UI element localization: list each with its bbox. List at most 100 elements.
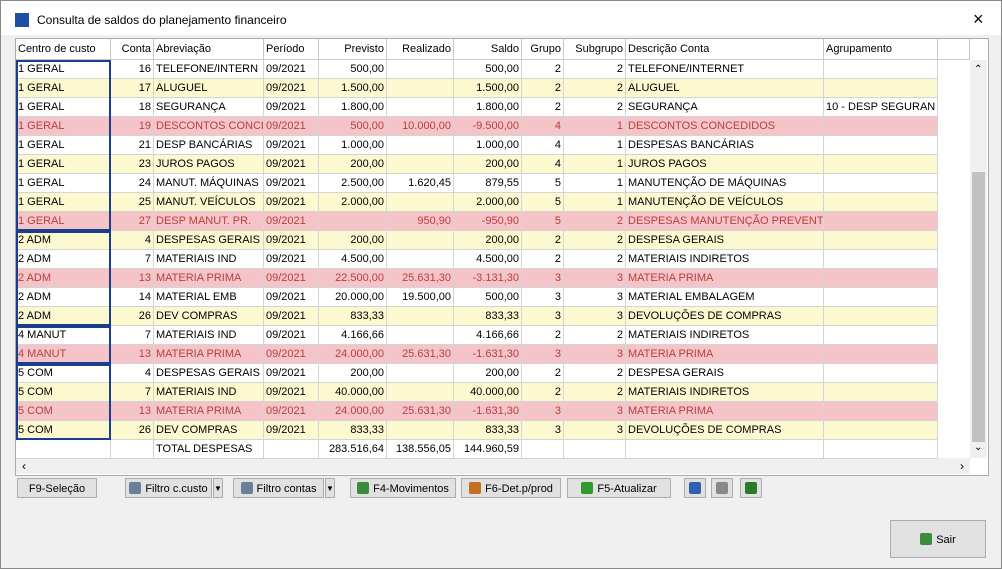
table-cell: 2	[564, 364, 626, 383]
table-cell	[824, 345, 938, 364]
table-cell	[319, 212, 387, 231]
app-icon	[15, 13, 29, 27]
table-cell: MATERIA PRIMA	[626, 402, 824, 421]
table-cell: SEGURANÇA	[626, 98, 824, 117]
column-header: Centro de custo	[16, 39, 111, 60]
table-cell: DESCONTOS CONCEDIDOS	[626, 117, 824, 136]
icon-button[interactable]	[684, 478, 706, 498]
table-cell: 13	[111, 269, 154, 288]
toolbar-button[interactable]: F4-Movimentos	[350, 478, 456, 498]
button-label: Filtro contas	[257, 483, 317, 495]
table-cell	[824, 174, 938, 193]
table-cell	[824, 288, 938, 307]
exit-label: Sair	[936, 534, 956, 546]
table-cell: DESPESAS MANUTENÇÃO PREVENTIVA	[626, 212, 824, 231]
table-cell: MATERIA PRIMA	[626, 269, 824, 288]
icon-button[interactable]	[740, 478, 762, 498]
toolbar-button[interactable]: F6-Det.p/prod	[461, 478, 561, 498]
scroll-up[interactable]: ⌃	[974, 64, 982, 75]
table-cell: DEVOLUÇÕES DE COMPRAS	[626, 307, 824, 326]
table-cell: 09/2021	[264, 98, 319, 117]
table-cell: 4	[522, 117, 564, 136]
table-cell: DESCONTOS CONCE	[154, 117, 264, 136]
table-cell	[824, 421, 938, 440]
toolbar-button[interactable]: F9-Seleção	[17, 478, 97, 498]
table-cell: ALUGUEL	[154, 79, 264, 98]
table-cell: 09/2021	[264, 174, 319, 193]
scroll-down[interactable]: ⌄	[974, 442, 982, 453]
table-cell: MATERIAIS IND	[154, 383, 264, 402]
table-cell	[387, 250, 454, 269]
table-cell: 200,00	[319, 155, 387, 174]
dropdown-arrow[interactable]: ▼	[325, 478, 335, 498]
button-icon	[357, 482, 369, 494]
table-cell: DESPESA GERAIS	[626, 364, 824, 383]
column-header: Período	[264, 39, 319, 60]
column-header: Realizado	[387, 39, 454, 60]
table-cell: 24.000,00	[319, 402, 387, 421]
button-icon	[716, 482, 728, 494]
table-cell: 5	[522, 212, 564, 231]
table-cell: 09/2021	[264, 421, 319, 440]
toolbar-button[interactable]: Filtro contas	[233, 478, 324, 498]
scroll-right[interactable]: ›	[960, 459, 964, 473]
table-cell: 19	[111, 117, 154, 136]
dropdown-arrow[interactable]: ▼	[213, 478, 223, 498]
column-header: Saldo	[454, 39, 522, 60]
icon-button[interactable]	[711, 478, 733, 498]
horizontal-scrollbar[interactable]: ‹ ›	[16, 458, 970, 474]
table-cell	[824, 155, 938, 174]
table-cell	[387, 193, 454, 212]
table-cell: -3.131,30	[454, 269, 522, 288]
table-cell: 10.000,00	[387, 117, 454, 136]
table-cell: 950,90	[387, 212, 454, 231]
table-cell: SEGURANÇA	[154, 98, 264, 117]
table-cell: DESPESAS BANCÁRIAS	[626, 136, 824, 155]
table-cell: TELEFONE/INTERNET	[626, 60, 824, 79]
table-cell	[824, 307, 938, 326]
toolbar-button[interactable]: Filtro c.custo	[125, 478, 212, 498]
total-cell	[264, 440, 319, 459]
button-icon	[241, 482, 253, 494]
table-cell	[387, 383, 454, 402]
table-cell: 2.000,00	[319, 193, 387, 212]
vertical-scrollbar[interactable]: ⌃ ⌄	[970, 60, 987, 458]
table-cell	[824, 250, 938, 269]
table-cell: MANUT. VEÍCULOS	[154, 193, 264, 212]
table-cell: 09/2021	[264, 402, 319, 421]
table-cell: 3	[564, 421, 626, 440]
table-cell: 833,33	[454, 421, 522, 440]
table-cell	[387, 307, 454, 326]
table-cell	[387, 98, 454, 117]
table-cell: 1.000,00	[454, 136, 522, 155]
table-cell: 7	[111, 250, 154, 269]
table-cell: 1	[564, 155, 626, 174]
scroll-left[interactable]: ‹	[22, 459, 26, 473]
table-cell: MANUTENÇÃO DE VEÍCULOS	[626, 193, 824, 212]
column-header: Conta	[111, 39, 154, 60]
window-title: Consulta de saldos do planejamento finan…	[37, 13, 287, 27]
toolbar-button[interactable]: F5-Atualizar	[567, 478, 671, 498]
table-cell: 2	[522, 326, 564, 345]
table-cell: 3	[522, 269, 564, 288]
table-cell	[824, 402, 938, 421]
table-cell: 879,55	[454, 174, 522, 193]
table-cell: 4.166,66	[454, 326, 522, 345]
table-cell: 10 - DESP SEGURAN	[824, 98, 938, 117]
table-cell: 09/2021	[264, 60, 319, 79]
table-cell: 09/2021	[264, 345, 319, 364]
scroll-thumb[interactable]	[972, 172, 985, 442]
close-button[interactable]: ×	[973, 9, 984, 30]
table-cell	[387, 364, 454, 383]
table-cell	[824, 383, 938, 402]
button-icon	[469, 482, 481, 494]
total-cell: 283.516,64	[319, 440, 387, 459]
total-cell: 144.960,59	[454, 440, 522, 459]
table-cell: 25.631,30	[387, 269, 454, 288]
table-cell: 7	[111, 326, 154, 345]
title-bar: Consulta de saldos do planejamento finan…	[1, 1, 1001, 35]
table-cell: 200,00	[319, 364, 387, 383]
table-cell: 5	[522, 193, 564, 212]
data-grid: ⌃ ⌄ ‹ › Centro de custoContaAbreviaçãoPe…	[15, 38, 989, 476]
exit-button[interactable]: Sair	[890, 520, 986, 558]
